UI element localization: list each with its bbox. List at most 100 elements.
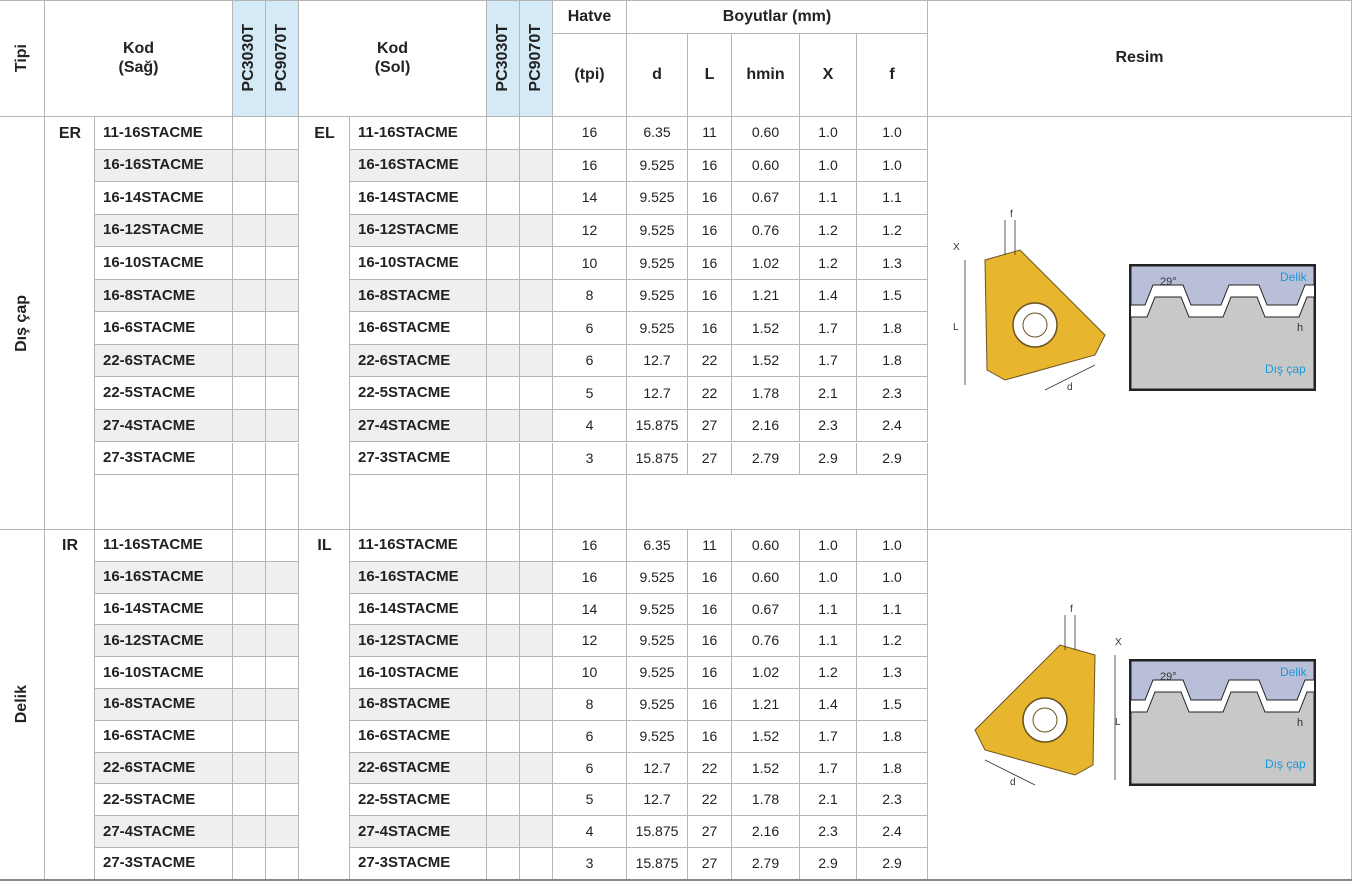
label-d: d	[1010, 777, 1016, 788]
dimension: 22	[688, 377, 732, 410]
header-cell: Boyutlar (mm)	[627, 0, 928, 34]
grade-cell	[266, 117, 299, 150]
dimension: 2.9	[857, 442, 928, 476]
label-hole: Delik	[1280, 270, 1308, 284]
code-left: 27-3STACME	[350, 848, 487, 880]
grade-cell	[520, 561, 553, 594]
grade-cell	[233, 752, 266, 785]
code-right: 27-3STACME	[95, 442, 233, 476]
header-cell: PC3030T	[487, 0, 520, 117]
empty-cell	[520, 475, 553, 531]
dimension: 1.8	[857, 312, 928, 345]
grade-cell	[266, 530, 299, 562]
dimension: 2.3	[857, 377, 928, 410]
empty-cell	[553, 475, 627, 531]
grade-cell	[487, 657, 520, 689]
grade-cell	[520, 816, 553, 848]
header-cell: PC9070T	[266, 0, 299, 117]
dimension: 9.525	[627, 593, 688, 626]
dimension: 1.52	[732, 312, 800, 345]
dimension: 12.7	[627, 784, 688, 817]
grade-cell	[233, 816, 266, 848]
dimension: 6	[553, 720, 627, 753]
dimension: 15.875	[627, 816, 688, 848]
dimension: 1.78	[732, 377, 800, 410]
section-type: Delik	[13, 685, 31, 724]
dimension: 2.16	[732, 816, 800, 848]
empty-cell	[627, 475, 928, 531]
grade-cell	[487, 409, 520, 443]
grade-cell	[487, 593, 520, 626]
dimension: 12.7	[627, 377, 688, 410]
dimension: 1.1	[857, 593, 928, 626]
grade-cell	[487, 182, 520, 215]
dimension: 9.525	[627, 625, 688, 658]
grade-cell	[487, 689, 520, 721]
dimension: 9.525	[627, 657, 688, 689]
grade-cell	[266, 625, 299, 658]
grade-cell	[266, 848, 299, 880]
dimension: 15.875	[627, 409, 688, 443]
grade-cell	[520, 625, 553, 658]
dimension: 1.5	[857, 689, 928, 721]
dimension: 15.875	[627, 442, 688, 476]
dimension: 1.4	[800, 279, 857, 313]
code-left: 11-16STACME	[350, 117, 487, 150]
header-cell: Kod (Sol)	[299, 0, 487, 117]
insert-hole-inner	[1022, 312, 1048, 338]
grade-cell	[233, 149, 266, 183]
dimension: 11	[688, 117, 732, 150]
empty-cell	[350, 475, 487, 531]
code-right: 27-4STACME	[95, 409, 233, 443]
header-cell: Kod (Sağ)	[45, 0, 233, 117]
outer-region	[1130, 296, 1315, 390]
grade-cell	[487, 214, 520, 248]
dimension: 16	[688, 593, 732, 626]
grade-cell	[266, 149, 299, 183]
grade-cell	[487, 247, 520, 280]
dimension: 1.7	[800, 312, 857, 345]
label-x: X	[1115, 637, 1122, 648]
code-left: 27-3STACME	[350, 442, 487, 476]
dimension: 1.2	[857, 214, 928, 248]
code-left: 22-6STACME	[350, 344, 487, 378]
grade-cell	[233, 214, 266, 248]
code-left: 16-14STACME	[350, 182, 487, 215]
dimension: 12.7	[627, 752, 688, 785]
grade-cell	[266, 247, 299, 280]
grade-cell	[266, 593, 299, 626]
grade-cell	[233, 247, 266, 280]
outer-region	[1130, 691, 1315, 785]
label-outer: Dış çap	[1265, 362, 1306, 376]
header-cell: Dış çap	[0, 117, 45, 531]
code-right: 16-14STACME	[95, 182, 233, 215]
dimension: 1.1	[857, 182, 928, 215]
grade-cell	[266, 442, 299, 476]
dimension: 16	[688, 279, 732, 313]
dimension: 0.60	[732, 149, 800, 183]
dimension: 9.525	[627, 279, 688, 313]
insert	[964, 220, 1106, 391]
grade-cell	[233, 561, 266, 594]
grade-cell	[487, 752, 520, 785]
dimension: 16	[553, 530, 627, 562]
dimension: 1.0	[800, 149, 857, 183]
grade-cell	[266, 720, 299, 753]
dimension: 9.525	[627, 214, 688, 248]
code-left: 16-6STACME	[350, 312, 487, 345]
code-right: 16-12STACME	[95, 214, 233, 248]
prefix-column	[299, 530, 350, 880]
grade-cell	[487, 561, 520, 594]
dimension: 9.525	[627, 720, 688, 753]
dimension: 1.52	[732, 752, 800, 785]
dimension: 16	[553, 117, 627, 150]
dimension: 16	[553, 149, 627, 183]
grade-cell	[520, 409, 553, 443]
dimension: 4	[553, 816, 627, 848]
grade-cell	[233, 377, 266, 410]
code-right: 16-6STACME	[95, 312, 233, 345]
dim-line	[984, 759, 1036, 786]
grade-cell	[266, 312, 299, 345]
grade-cell	[520, 214, 553, 248]
